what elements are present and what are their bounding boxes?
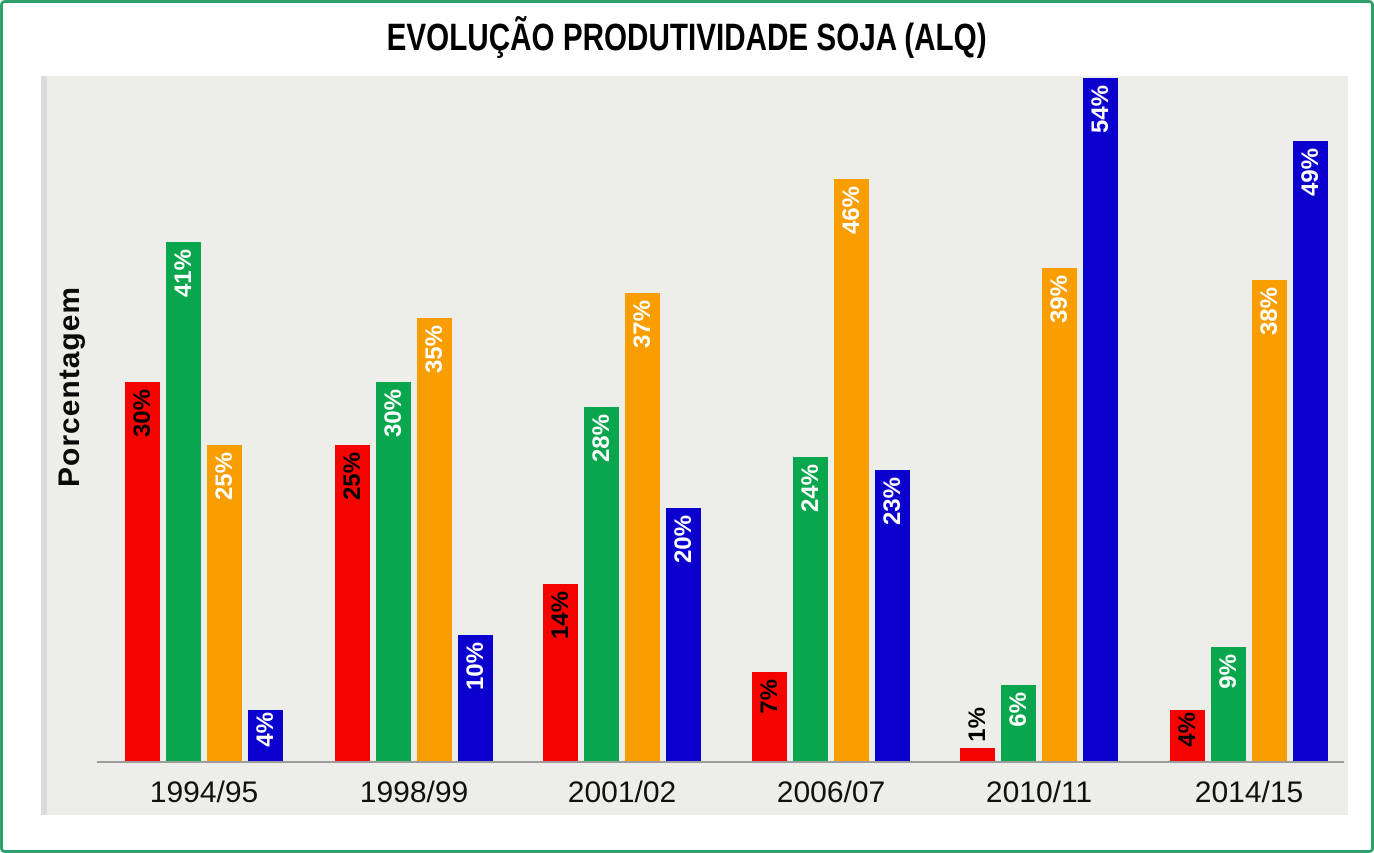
bar-green-series-2006-07: 24% (793, 457, 828, 761)
bar-red-series-2010-11: 1% (960, 707, 995, 761)
plot-area: Porcentagem 30% 41% 25% 4% 25% 30% 35% 10% 14% 28… (41, 76, 1348, 815)
bar-value-label: 46% (837, 186, 865, 235)
bar-value-label: 25% (210, 452, 238, 501)
bar-value-label: 6% (1004, 692, 1032, 727)
bar-value-label: 7% (755, 679, 783, 714)
bar-value-label: 24% (796, 464, 824, 513)
bar-blue-series-2006-07: 23% (875, 470, 910, 761)
bar-orange-series-1994-95: 25% (207, 445, 242, 761)
bar-green-series-1998-99: 30% (376, 382, 411, 761)
bar-value-label: 23% (878, 477, 906, 526)
chart-title: EVOLUÇÃO PRODUTIVIDADE SOJA (ALQ) (3, 17, 1371, 60)
bar-green-series-2010-11: 6% (1001, 685, 1036, 761)
bar-value-label: 4% (1173, 712, 1201, 747)
x-tick-label-2006-07: 2006/07 (776, 776, 886, 809)
bar-value-label: 39% (1045, 275, 1073, 324)
bar-value-label: 30% (128, 389, 156, 438)
bar-orange-series-2001-02: 37% (625, 293, 660, 761)
bar-value-label: 54% (1086, 85, 1114, 134)
bar-value-label: 4% (251, 712, 279, 747)
bar-red-series-2006-07: 7% (752, 672, 787, 761)
bar-value-label: 20% (669, 515, 697, 564)
bar-red-series-1998-99: 25% (335, 445, 370, 761)
bar-blue-series-2010-11: 54% (1083, 78, 1118, 761)
bar-blue-series-2001-02: 20% (666, 508, 701, 761)
bar-red-series-1994-95: 30% (125, 382, 160, 761)
bar-orange-series-2010-11: 39% (1042, 268, 1077, 761)
bar-green-series-2001-02: 28% (584, 407, 619, 761)
bar-value-label: 25% (338, 452, 366, 501)
bar-value-label: 1% (963, 707, 991, 742)
chart-title-text: EVOLUÇÃO PRODUTIVIDADE SOJA (ALQ) (387, 17, 987, 59)
bar-orange-series-2006-07: 46% (834, 179, 869, 761)
bar-blue-series-1994-95: 4% (248, 710, 283, 761)
bar-green-series-1994-95: 41% (166, 242, 201, 761)
bar-red-series-2001-02: 14% (543, 584, 578, 761)
x-tick-label-2001-02: 2001/02 (567, 776, 677, 809)
bar-orange-series-2014-15: 38% (1252, 280, 1287, 761)
bar-blue-series-2014-15: 49% (1293, 141, 1328, 761)
x-axis-line (97, 761, 1344, 763)
x-tick-label-2014-15: 2014/15 (1194, 776, 1304, 809)
bar-value-label: 10% (461, 642, 489, 691)
bar-value-label: 28% (587, 414, 615, 463)
x-tick-label-1998-99: 1998/99 (359, 776, 469, 809)
bar-value-label: 49% (1296, 148, 1324, 197)
bar-red-series-2014-15: 4% (1170, 710, 1205, 761)
bar-blue-series-1998-99: 10% (458, 635, 493, 761)
bar-value-label: 38% (1255, 287, 1283, 336)
x-tick-label-2010-11: 2010/11 (985, 776, 1093, 809)
bar-value-label: 35% (420, 325, 448, 374)
bar-green-series-2014-15: 9% (1211, 647, 1246, 761)
bar-value-label: 30% (379, 389, 407, 438)
y-axis-label: Porcentagem (53, 285, 86, 487)
bar-value-label: 37% (628, 300, 656, 349)
bar-orange-series-1998-99: 35% (417, 318, 452, 761)
x-tick-label-1994-95: 1994/95 (149, 776, 259, 809)
bar-value-label: 9% (1214, 654, 1242, 689)
bar-value-label: 41% (169, 249, 197, 298)
bar-value-label: 14% (546, 591, 574, 640)
